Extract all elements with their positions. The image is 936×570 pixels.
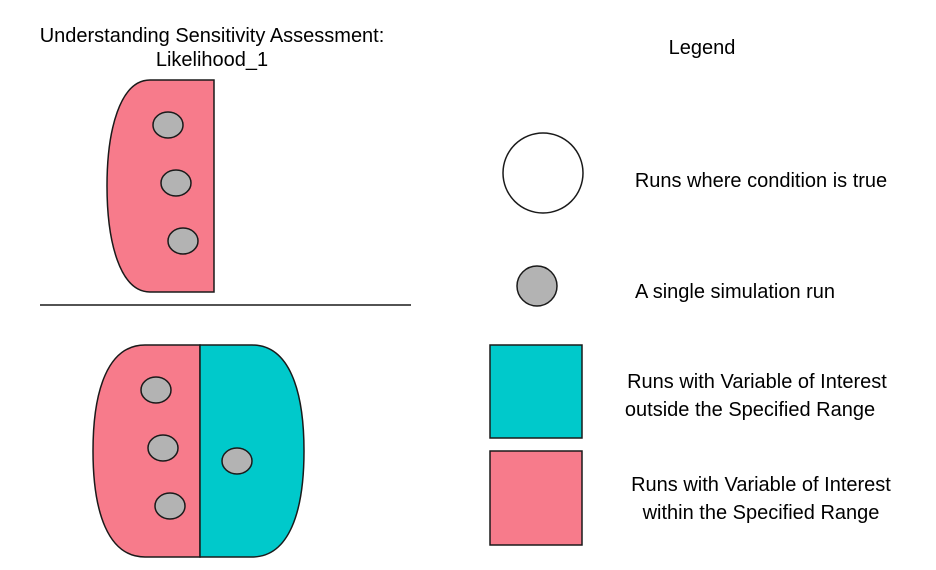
legend-label-within-range-2: within the Specified Range: [642, 502, 880, 524]
outside-range-region: [199, 344, 305, 558]
legend: Legend Runs where condition is true A si…: [489, 37, 891, 546]
simulation-run-dot: [154, 492, 186, 520]
simulation-run-dot: [160, 169, 192, 197]
simulation-run-dot: [140, 376, 172, 404]
within-range-region: [92, 344, 201, 558]
title-line-2: Likelihood_1: [156, 49, 268, 71]
condition-true-runs-group: [106, 79, 215, 293]
teal-square-icon: [489, 344, 583, 439]
legend-label-outside-range-2: outside the Specified Range: [625, 399, 875, 421]
all-runs-group: [92, 344, 305, 558]
title-line-1: Understanding Sensitivity Assessment:: [40, 25, 385, 47]
legend-label-outside-range-1: Runs with Variable of Interest: [627, 371, 887, 393]
legend-label-single-run: A single simulation run: [635, 281, 835, 303]
white-circle-icon: [502, 132, 584, 214]
within-range-region-top: [106, 79, 215, 293]
legend-label-condition-true: Runs where condition is true: [635, 170, 887, 192]
simulation-run-dot: [152, 111, 184, 139]
simulation-run-dot: [147, 434, 179, 462]
simulation-run-dot: [167, 227, 199, 255]
simulation-run-dot: [221, 447, 253, 475]
legend-heading: Legend: [669, 37, 736, 59]
pink-square-icon: [489, 450, 583, 546]
gray-dot-icon: [516, 265, 558, 307]
legend-label-within-range-1: Runs with Variable of Interest: [631, 474, 891, 496]
